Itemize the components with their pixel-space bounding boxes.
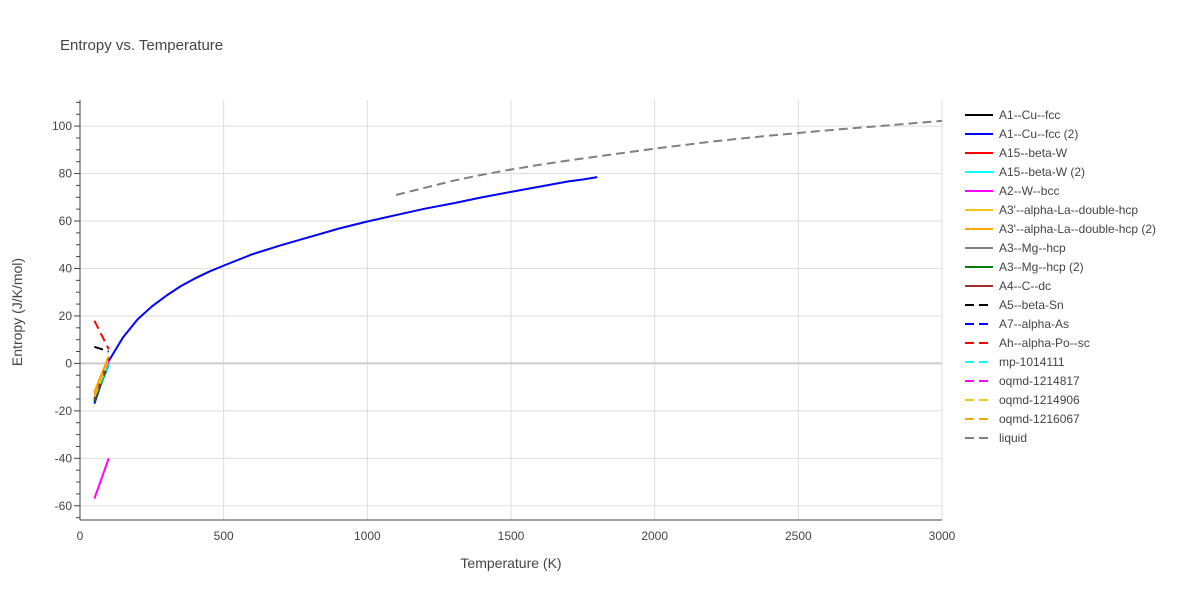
y-tick-label: 20 [59,309,73,323]
y-tick-label: -40 [55,451,73,465]
legend-label-13: mp-1014111 [999,355,1065,369]
x-tick-label: 2500 [785,529,812,543]
x-tick-label: 3000 [929,529,956,543]
legend-label-8: A3--Mg--hcp (2) [999,260,1084,274]
legend-label-6: A3'--alpha-La--double-hcp (2) [999,222,1156,236]
legend-label-0: A1--Cu--fcc [999,108,1060,122]
legend-label-11: A7--alpha-As [999,317,1069,331]
plot-area [93,119,943,499]
legend-label-10: A5--beta-Sn [999,298,1064,312]
x-tick-label: 1000 [354,529,381,543]
legend-label-3: A15--beta-W (2) [999,165,1085,179]
x-axis-title: Temperature (K) [460,555,561,571]
legend-label-17: liquid [999,431,1027,445]
legend-label-15: oqmd-1214906 [999,393,1080,407]
legend-label-7: A3--Mg--hcp [999,241,1066,255]
legend-label-4: A2--W--bcc [999,184,1059,198]
y-tick-label: 60 [59,214,73,228]
y-tick-label: 40 [59,261,73,275]
legend-label-5: A3'--alpha-La--double-hcp [999,203,1138,217]
y-tick-label: 80 [59,167,73,181]
series-line-4 [93,457,110,499]
y-axis-title: Entropy (J/K/mol) [9,258,25,366]
legend-label-14: oqmd-1214817 [999,374,1080,388]
series-line-10 [94,345,110,353]
y-tick-label: -60 [55,499,73,513]
x-tick-label: 500 [214,529,234,543]
x-tick-label: 1500 [498,529,525,543]
y-tick-label: -20 [55,404,73,418]
y-tick-label: 0 [65,356,72,370]
series-line-1 [93,176,598,405]
x-tick-label: 0 [77,529,84,543]
legend: A1--Cu--fcc A1--Cu--fcc (2) A15--beta-W A15… [965,108,1156,445]
legend-label-1: A1--Cu--fcc (2) [999,127,1078,141]
legend-label-16: oqmd-1216067 [999,412,1080,426]
grid [80,100,943,520]
chart-title: Entropy vs. Temperature [60,37,223,54]
series-line-17 [395,119,943,196]
legend-label-2: A15--beta-W [999,146,1068,160]
legend-label-9: A4--C--dc [999,279,1051,293]
series-line-16 [93,355,110,395]
y-tick-label: 100 [52,119,72,133]
axes: 0 500 1000 1500 2000 2500 3000 -60 -40 -20 0 20 40 60… [52,100,956,543]
x-tick-label: 2000 [641,529,668,543]
series-line-12 [93,320,110,350]
legend-label-12: Ah--alpha-Po--sc [999,336,1090,350]
